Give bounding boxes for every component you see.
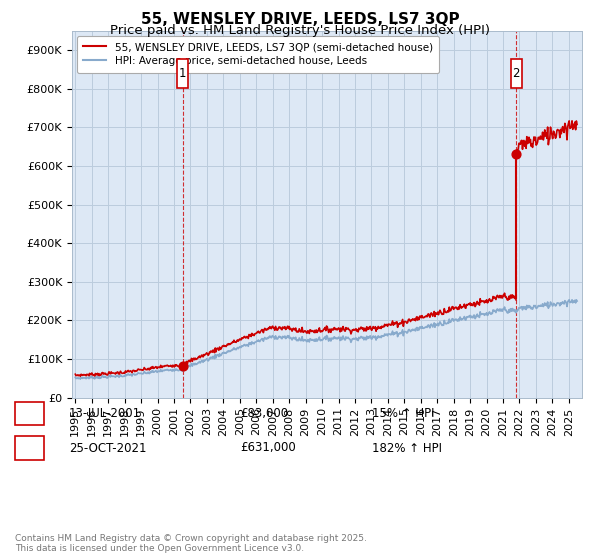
Point xyxy=(178,361,188,370)
Text: £83,000: £83,000 xyxy=(240,407,288,420)
FancyBboxPatch shape xyxy=(177,59,188,88)
Text: £631,000: £631,000 xyxy=(240,441,296,455)
Text: 15% ↑ HPI: 15% ↑ HPI xyxy=(372,407,434,420)
Text: 182% ↑ HPI: 182% ↑ HPI xyxy=(372,441,442,455)
Text: Price paid vs. HM Land Registry's House Price Index (HPI): Price paid vs. HM Land Registry's House … xyxy=(110,24,490,36)
Text: 55, WENSLEY DRIVE, LEEDS, LS7 3QP: 55, WENSLEY DRIVE, LEEDS, LS7 3QP xyxy=(140,12,460,27)
Text: 1: 1 xyxy=(26,407,33,420)
Text: 2: 2 xyxy=(512,67,520,80)
Text: 25-OCT-2021: 25-OCT-2021 xyxy=(69,441,146,455)
Text: 2: 2 xyxy=(26,441,33,455)
Text: Contains HM Land Registry data © Crown copyright and database right 2025.
This d: Contains HM Land Registry data © Crown c… xyxy=(15,534,367,553)
Text: 13-JUL-2001: 13-JUL-2001 xyxy=(69,407,141,420)
FancyBboxPatch shape xyxy=(511,59,522,88)
Point xyxy=(512,150,521,158)
Legend: 55, WENSLEY DRIVE, LEEDS, LS7 3QP (semi-detached house), HPI: Average price, sem: 55, WENSLEY DRIVE, LEEDS, LS7 3QP (semi-… xyxy=(77,36,439,73)
Text: 1: 1 xyxy=(179,67,187,80)
